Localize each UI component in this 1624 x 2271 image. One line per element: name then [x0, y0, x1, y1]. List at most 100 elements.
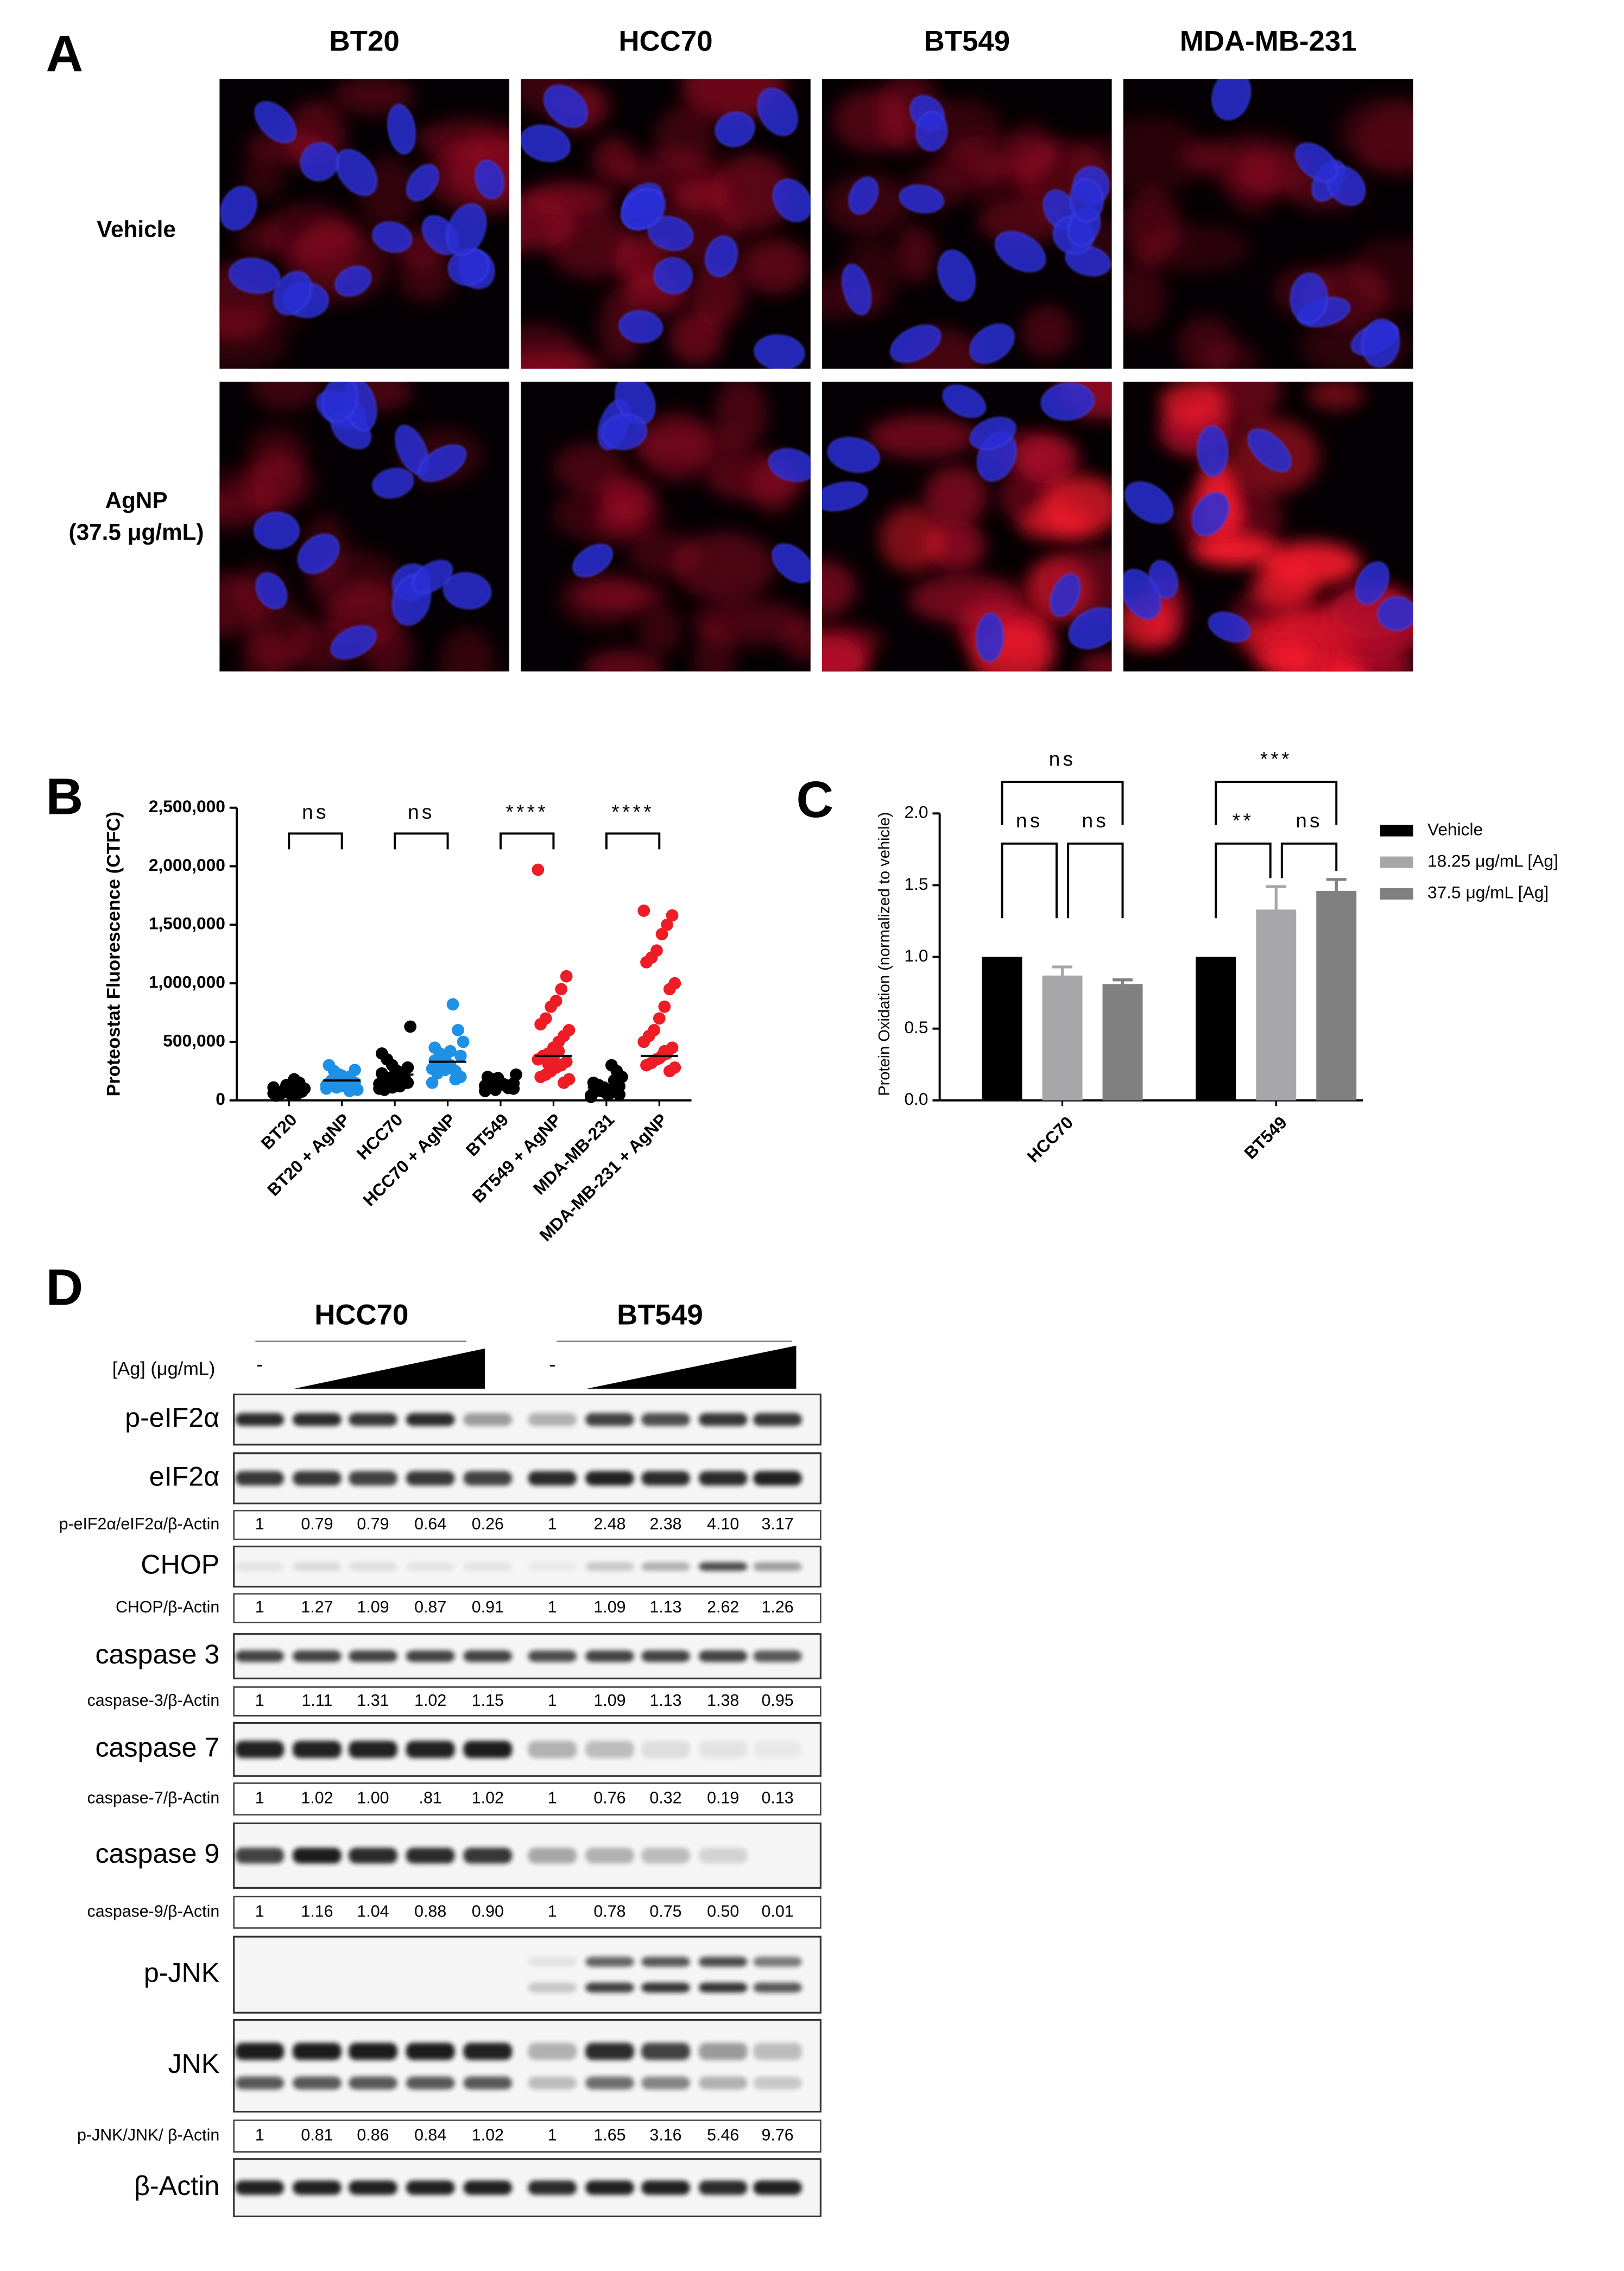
- band: [585, 1848, 634, 1864]
- nucleus: [1361, 319, 1400, 368]
- band: [235, 2180, 285, 2195]
- band: [641, 1982, 690, 1993]
- quant-value: 1.00: [357, 1789, 389, 1807]
- nucleus: [768, 448, 811, 482]
- band: [528, 2180, 577, 2195]
- nucleus: [254, 101, 297, 143]
- legend-label: 18.25 μg/mL [Ag]: [1427, 851, 1558, 871]
- nucleus: [772, 543, 811, 583]
- cytoplasm: [247, 599, 313, 670]
- band: [463, 2180, 513, 2195]
- quant-value: .81: [419, 1789, 442, 1807]
- band: [235, 1650, 285, 1662]
- cytoplasm: [1136, 224, 1250, 272]
- micrograph: [822, 382, 1112, 672]
- nucleus: [842, 263, 871, 315]
- cytoplasm: [880, 505, 945, 572]
- y-tick-label: 1,500,000: [149, 914, 225, 933]
- band: [349, 1741, 397, 1758]
- band: [349, 1562, 397, 1571]
- quant-value: 1: [548, 1515, 557, 1533]
- band: [293, 1471, 342, 1486]
- nucleus: [228, 257, 281, 294]
- y-tick-label: 1.5: [904, 874, 928, 894]
- band: [698, 2180, 748, 2195]
- band: [406, 2076, 455, 2090]
- y-tick-label: 2,000,000: [149, 855, 225, 875]
- quant-value: 4.10: [707, 1515, 739, 1533]
- error-bar: [1326, 878, 1347, 891]
- quant-value: 1.09: [593, 1598, 625, 1616]
- band: [293, 1562, 342, 1571]
- dose-wedge: [586, 1345, 797, 1389]
- nucleus: [1247, 428, 1292, 472]
- error-bar: [1113, 978, 1133, 984]
- legend-swatch: [1380, 888, 1413, 900]
- nucleus: [848, 176, 879, 215]
- quant-value: 0.01: [762, 1902, 794, 1920]
- band: [349, 1471, 397, 1486]
- quant-value: 0.81: [301, 2125, 333, 2144]
- nucleus: [544, 85, 588, 128]
- nucleus: [995, 231, 1046, 273]
- cytoplasm: [308, 549, 403, 620]
- band: [293, 1650, 342, 1662]
- cytoplasm: [1338, 95, 1413, 170]
- band: [641, 1741, 690, 1758]
- quant-value: 1: [548, 1902, 557, 1920]
- cytoplasm: [1254, 639, 1316, 672]
- quant-value: 0.91: [472, 1598, 504, 1616]
- band: [293, 2042, 342, 2060]
- band: [585, 1650, 634, 1662]
- cytoplasm: [1252, 564, 1317, 610]
- panel-letter: D: [46, 1258, 84, 1316]
- blot-label: caspase 3: [95, 1639, 219, 1669]
- data-point: [661, 918, 673, 931]
- panel-letter: A: [46, 25, 84, 83]
- error-bar: [1266, 885, 1286, 910]
- data-point: [452, 1024, 464, 1036]
- data-point: [560, 970, 573, 983]
- quant-value: 9.76: [762, 2125, 794, 2144]
- nucleus: [969, 324, 1015, 364]
- band: [753, 1471, 802, 1486]
- significance-bracket: [499, 832, 555, 850]
- quant-value: 1: [548, 1598, 557, 1616]
- micrograph: [1123, 382, 1413, 672]
- y-tick-label: 500,000: [163, 1030, 225, 1050]
- quant-value: 1.16: [301, 1902, 333, 1920]
- band: [406, 1471, 455, 1486]
- data-point: [608, 1074, 621, 1087]
- cytoplasm: [592, 504, 652, 540]
- micrograph: [1123, 79, 1413, 369]
- significance-label: ns: [1016, 809, 1043, 832]
- nucleus: [521, 124, 571, 162]
- cytoplasm: [250, 382, 323, 412]
- band: [753, 2076, 802, 2090]
- column-header: HCC70: [618, 25, 712, 57]
- quant-value: 1.65: [593, 2125, 625, 2144]
- cell-line-header: BT549: [617, 1299, 703, 1331]
- band: [698, 1471, 748, 1486]
- column-header: MDA-MB-231: [1180, 25, 1357, 57]
- band: [641, 1848, 690, 1864]
- nucleus: [653, 257, 693, 294]
- band: [698, 1982, 748, 1993]
- quant-value: 1: [548, 2125, 557, 2144]
- cell-line-header: HCC70: [314, 1299, 408, 1331]
- data-point: [428, 1054, 441, 1067]
- band: [463, 1741, 513, 1758]
- data-point: [653, 1012, 666, 1025]
- dose-label: [Ag] (μg/mL): [112, 1359, 216, 1380]
- quant-value: 1.02: [472, 2125, 504, 2144]
- micrograph: [521, 382, 811, 672]
- band: [349, 1848, 397, 1864]
- significance-bracket: [1280, 842, 1338, 878]
- band: [528, 1957, 577, 1967]
- data-point: [375, 1067, 388, 1080]
- quant-box: [233, 1782, 822, 1815]
- data-point: [658, 1000, 671, 1013]
- quant-value: 1.15: [472, 1691, 504, 1710]
- significance-label: ****: [505, 801, 548, 823]
